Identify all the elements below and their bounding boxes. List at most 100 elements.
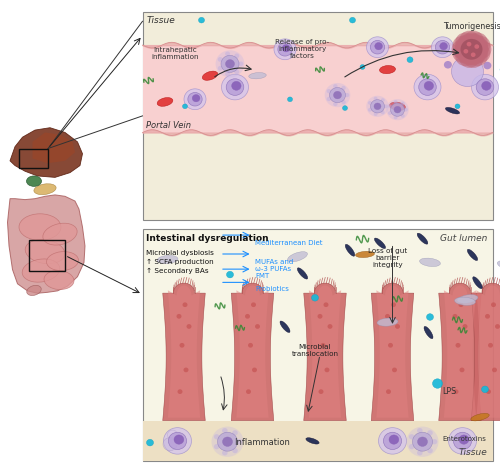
Circle shape	[455, 104, 460, 109]
Circle shape	[236, 439, 242, 444]
Circle shape	[470, 44, 490, 63]
Circle shape	[432, 37, 454, 58]
Circle shape	[389, 435, 399, 444]
Circle shape	[452, 56, 484, 87]
Text: Tissue: Tissue	[458, 448, 488, 457]
Circle shape	[245, 314, 250, 319]
Polygon shape	[168, 286, 200, 418]
Circle shape	[394, 115, 398, 119]
Circle shape	[460, 33, 480, 52]
Ellipse shape	[420, 258, 440, 266]
Circle shape	[401, 102, 404, 105]
Circle shape	[320, 343, 326, 348]
Circle shape	[168, 430, 177, 439]
Ellipse shape	[202, 71, 218, 80]
Ellipse shape	[43, 223, 77, 245]
Circle shape	[457, 35, 477, 53]
Ellipse shape	[471, 413, 489, 421]
Ellipse shape	[424, 326, 433, 339]
Circle shape	[394, 106, 401, 113]
Ellipse shape	[249, 72, 266, 79]
Text: Release of pro-
inflammatory
factors: Release of pro- inflammatory factors	[276, 39, 330, 59]
Circle shape	[278, 43, 292, 56]
Circle shape	[226, 60, 234, 68]
Circle shape	[468, 37, 488, 56]
Circle shape	[218, 57, 223, 62]
Bar	[19, 149, 48, 168]
Text: LPS: LPS	[442, 387, 457, 396]
Circle shape	[417, 450, 422, 455]
Circle shape	[390, 103, 404, 116]
Circle shape	[486, 389, 491, 394]
Circle shape	[391, 302, 396, 307]
Circle shape	[394, 100, 398, 104]
Ellipse shape	[468, 249, 477, 261]
Circle shape	[234, 53, 239, 58]
Circle shape	[432, 379, 442, 388]
Circle shape	[226, 79, 244, 96]
Circle shape	[274, 39, 296, 60]
Circle shape	[324, 368, 330, 372]
Circle shape	[471, 53, 476, 57]
Polygon shape	[163, 283, 206, 420]
Circle shape	[474, 44, 479, 49]
Circle shape	[457, 45, 477, 64]
Circle shape	[455, 37, 475, 56]
Circle shape	[234, 70, 239, 74]
Polygon shape	[476, 286, 500, 418]
Text: Microbial dysbiosis
↑ SCFA production
↑ Secondary BAs: Microbial dysbiosis ↑ SCFA production ↑ …	[146, 250, 214, 273]
Circle shape	[384, 105, 388, 108]
Circle shape	[395, 324, 400, 329]
Circle shape	[255, 324, 260, 329]
Circle shape	[407, 57, 413, 62]
Circle shape	[345, 93, 350, 97]
Circle shape	[456, 47, 475, 66]
Ellipse shape	[157, 97, 173, 106]
Circle shape	[226, 272, 234, 278]
Ellipse shape	[25, 239, 65, 264]
Circle shape	[341, 100, 345, 104]
Text: Portal Vein: Portal Vein	[146, 121, 192, 130]
Circle shape	[485, 314, 490, 319]
Circle shape	[482, 81, 491, 90]
Text: MUFAs and
ω-3 PUFAs: MUFAs and ω-3 PUFAs	[255, 259, 293, 272]
Circle shape	[464, 31, 483, 50]
Circle shape	[427, 430, 433, 436]
Ellipse shape	[306, 438, 319, 444]
Circle shape	[468, 43, 488, 61]
Circle shape	[222, 74, 248, 100]
Circle shape	[232, 448, 238, 453]
Circle shape	[282, 44, 290, 52]
Ellipse shape	[380, 66, 396, 74]
Circle shape	[452, 314, 458, 319]
Ellipse shape	[417, 233, 428, 244]
Circle shape	[488, 343, 493, 348]
Ellipse shape	[390, 102, 406, 111]
Circle shape	[462, 324, 468, 329]
Ellipse shape	[34, 184, 56, 195]
Text: Tissue: Tissue	[146, 16, 176, 25]
Circle shape	[454, 389, 458, 394]
Circle shape	[436, 41, 450, 54]
Circle shape	[333, 102, 338, 106]
Circle shape	[324, 302, 328, 307]
Circle shape	[456, 33, 475, 52]
Circle shape	[460, 46, 480, 65]
Circle shape	[381, 111, 384, 114]
Ellipse shape	[454, 297, 475, 306]
Circle shape	[444, 61, 452, 69]
Text: Enterotoxins: Enterotoxins	[442, 436, 486, 442]
Circle shape	[463, 33, 483, 52]
Circle shape	[182, 104, 188, 109]
Ellipse shape	[374, 238, 386, 249]
Ellipse shape	[356, 251, 374, 258]
Ellipse shape	[157, 255, 178, 263]
Ellipse shape	[446, 107, 460, 114]
Circle shape	[370, 41, 384, 54]
Polygon shape	[444, 286, 476, 418]
Circle shape	[192, 95, 200, 102]
Circle shape	[381, 98, 384, 102]
Polygon shape	[236, 286, 268, 418]
Circle shape	[326, 97, 331, 101]
Circle shape	[164, 428, 192, 454]
